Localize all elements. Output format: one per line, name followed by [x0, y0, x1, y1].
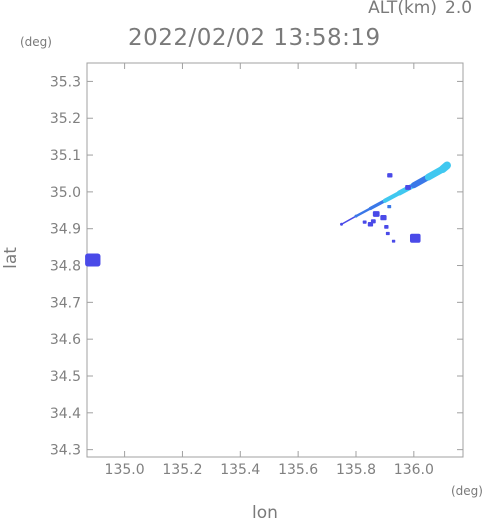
plot-frame [86, 62, 464, 458]
x-tick-label: 136.0 [394, 462, 434, 478]
echo-band-point [354, 214, 358, 218]
altitude-value: 2.0 [445, 0, 473, 18]
axis-ticks: 135.0 135.2 135.4 135.6 135.8 136.0 34.3 34.4 34… [50, 63, 463, 478]
echo-band-segment [382, 190, 402, 203]
echo-cell [385, 231, 390, 236]
echo-band-segment [368, 199, 387, 211]
y-axis-unit: (deg) [20, 35, 52, 49]
echo-band-point [412, 183, 416, 187]
y-tick-label: 35.3 [50, 74, 81, 90]
echo-band-point [368, 206, 372, 210]
y-tick-label: 34.5 [50, 369, 81, 385]
y-tick-label: 35.1 [50, 148, 81, 164]
echo-band-point [445, 163, 449, 167]
echo-cell [85, 253, 101, 267]
x-tick-label: 135.6 [278, 462, 318, 478]
echo-band-segment [340, 215, 357, 226]
y-tick-label: 34.7 [50, 295, 81, 311]
echo-cell [391, 239, 396, 243]
echo-cell [384, 225, 389, 229]
x-axis-label: lon [252, 503, 278, 523]
altitude-label: ALT(km) [368, 0, 437, 18]
x-tick-label: 135.8 [336, 462, 376, 478]
echo-cell [387, 173, 393, 178]
echo-band-segment [354, 207, 372, 218]
x-tick-label: 135.2 [162, 462, 202, 478]
y-tick-label: 34.6 [50, 332, 81, 348]
echo-cell [405, 185, 411, 190]
y-tick-label: 35.2 [50, 111, 81, 127]
x-tick-label: 135.4 [220, 462, 260, 478]
echo-band-point [397, 191, 401, 195]
echo-cell [380, 215, 387, 221]
y-tick-label: 34.9 [50, 222, 81, 238]
echo-layer [85, 161, 451, 267]
echo-cell [372, 211, 380, 217]
echo-cell [409, 233, 421, 243]
y-tick-label: 35.0 [50, 185, 81, 201]
echo-cell [362, 220, 367, 224]
echo-band-point [383, 199, 387, 203]
y-tick-label: 34.3 [50, 443, 81, 459]
y-tick-label: 34.4 [50, 406, 81, 422]
echo-band-point [441, 167, 445, 171]
chart-timestamp: 2022/02/02 13:58:19 [128, 25, 381, 51]
x-tick-label: 135.0 [105, 462, 145, 478]
x-axis-unit: (deg) [451, 484, 483, 498]
y-tick-label: 34.8 [50, 259, 81, 275]
echo-cell [387, 204, 392, 209]
echo-band-point [426, 175, 430, 179]
echo-cell [367, 222, 374, 227]
echo-band-point [340, 222, 344, 226]
